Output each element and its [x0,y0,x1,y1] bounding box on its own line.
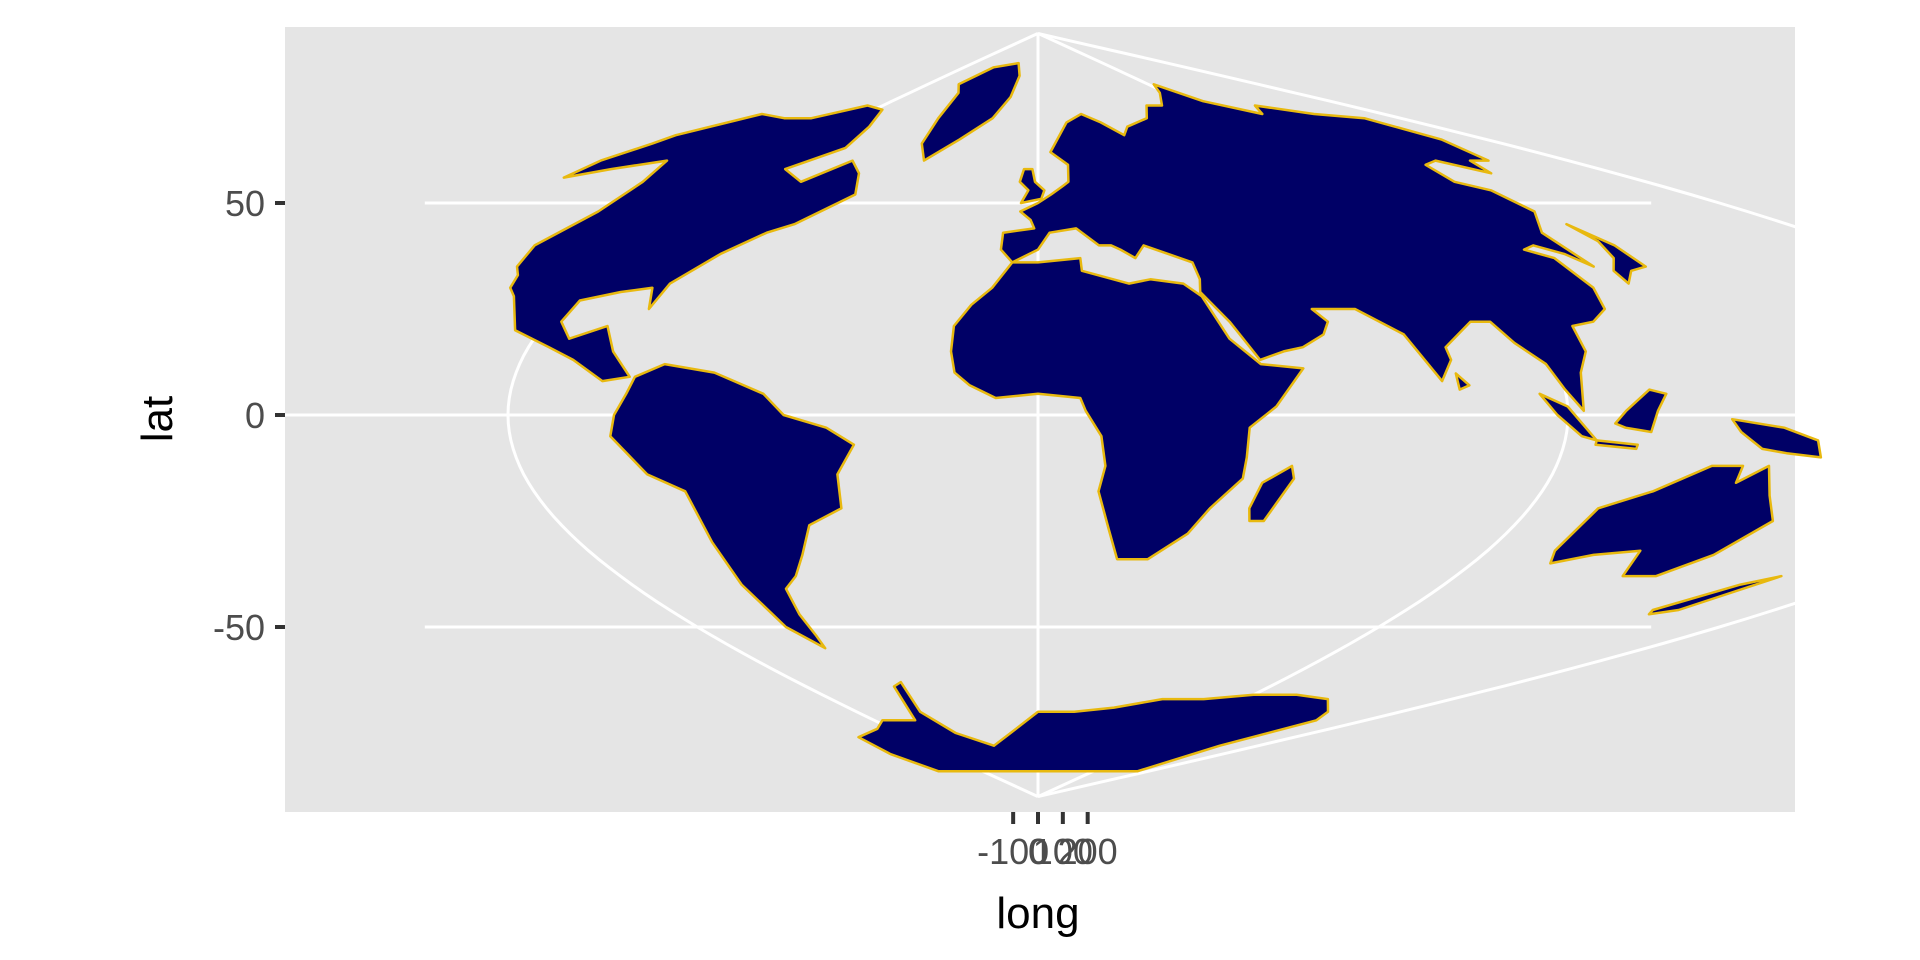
land-regions [508,61,1823,773]
land-region [1018,167,1046,205]
land-region [1647,574,1783,616]
land-region [1730,417,1823,459]
land-region [1538,392,1598,442]
land-region [857,680,1330,773]
land-region [999,83,1607,413]
x-tick-label: 200 [1058,831,1118,872]
panel-background [285,27,1795,812]
x-axis-title: long [996,889,1079,938]
meridian-line [1037,31,1920,799]
land-region [609,362,856,650]
y-axis-title: lat [133,396,182,442]
y-axis: 50 0 -50 [213,183,285,648]
x-tick-label: 100 [1033,831,1093,872]
x-tick-label: 0 [1028,831,1048,872]
y-tick-label: -50 [213,607,265,648]
land-region [1594,439,1639,451]
x-tick-label: -100 [977,831,1049,872]
land-region [949,256,1305,561]
y-tick-label: 50 [225,183,265,224]
land-region [920,61,1021,162]
land-region [508,104,884,383]
land-region [1614,388,1668,434]
y-tick-label: 0 [245,395,265,436]
land-region [1565,222,1648,285]
land-region [1454,372,1471,391]
land-region [1248,464,1296,523]
land-region [1549,464,1775,578]
